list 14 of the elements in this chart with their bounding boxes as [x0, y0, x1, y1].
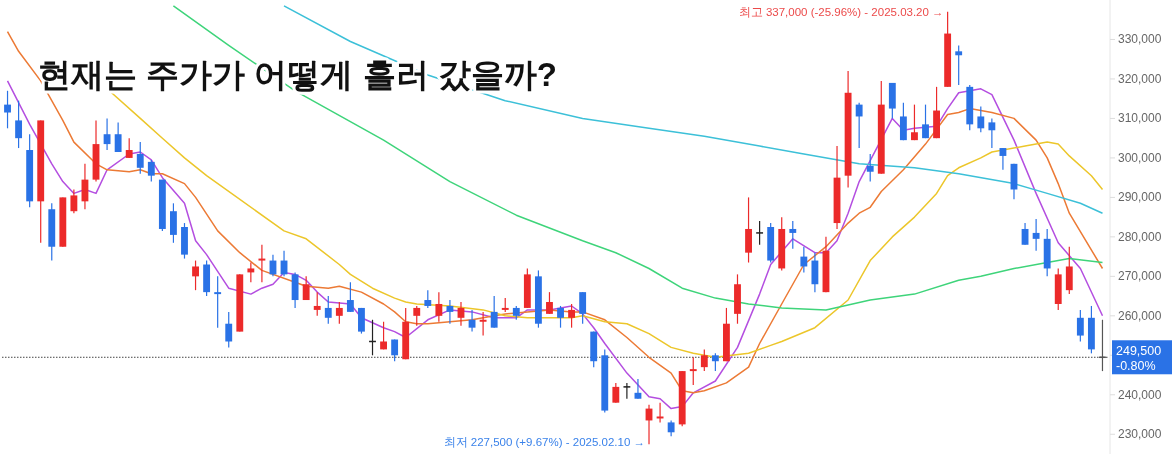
- y-tick-label: 290,000: [1118, 190, 1162, 205]
- y-tick-label: 270,000: [1118, 269, 1162, 284]
- y-tick-label: 300,000: [1118, 150, 1162, 165]
- ref-label: 249,500: [1116, 344, 1162, 359]
- y-tick-label: 240,000: [1118, 387, 1162, 402]
- y-tick-label: 260,000: [1118, 308, 1162, 323]
- y-tick-label: 280,000: [1118, 229, 1162, 244]
- y-tick-label: 310,000: [1118, 111, 1162, 126]
- ref-label: -0.80%: [1116, 359, 1156, 374]
- y-tick-label: 320,000: [1118, 71, 1162, 86]
- annotation: 최저 227,500 (+9.67%) - 2025.02.10 →: [443, 436, 645, 449]
- y-tick-label: 330,000: [1118, 32, 1162, 47]
- y-tick-label: 230,000: [1118, 427, 1162, 442]
- annotation: 최고 337,000 (-25.96%) - 2025.03.20 →: [738, 5, 944, 18]
